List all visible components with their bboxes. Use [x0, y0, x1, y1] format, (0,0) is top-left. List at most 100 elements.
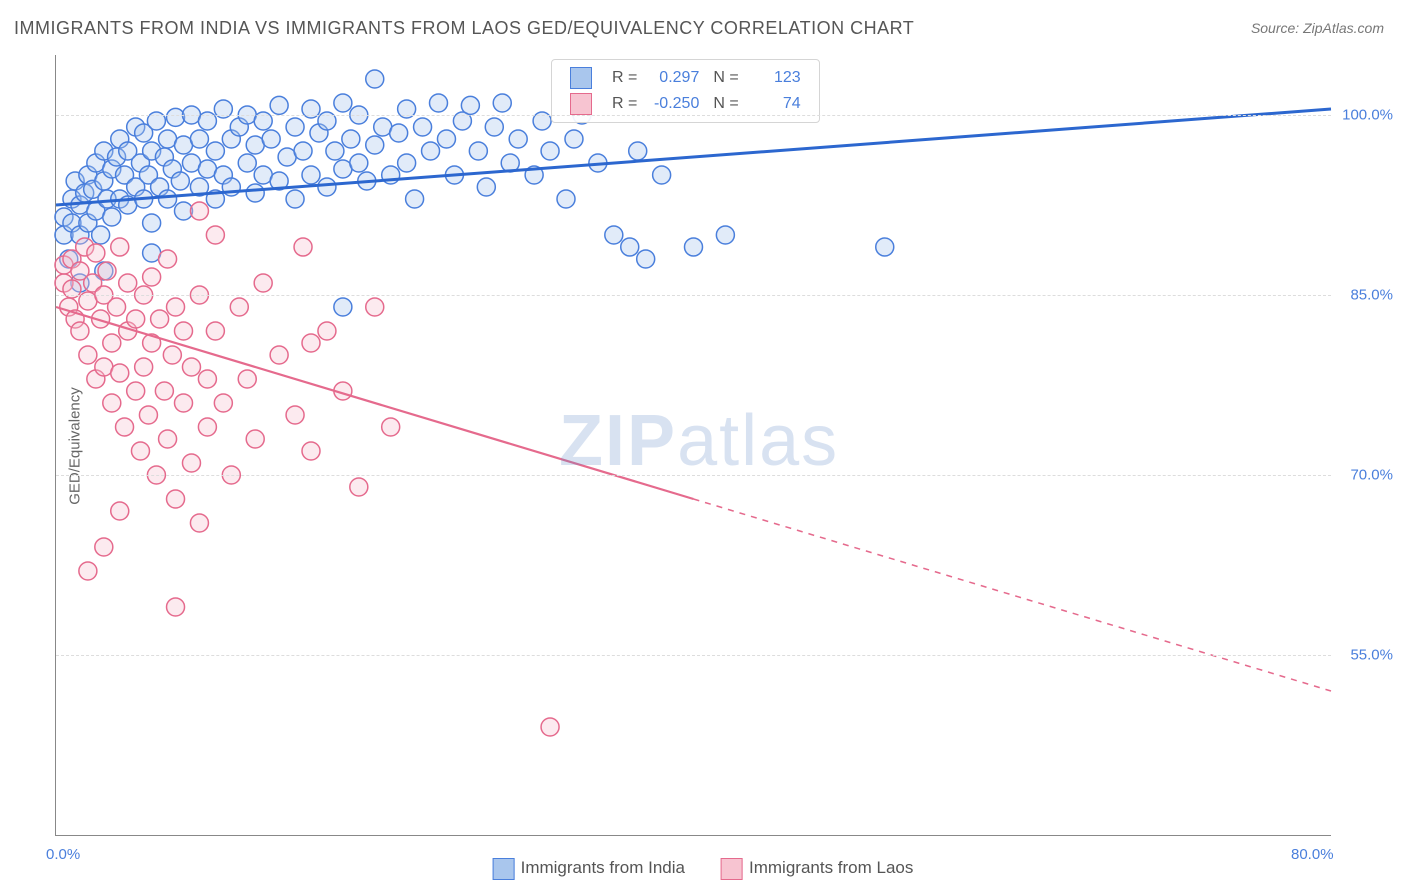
data-point-india: [414, 118, 432, 136]
data-point-india: [270, 96, 288, 114]
gridline: [56, 655, 1331, 656]
data-point-india: [716, 226, 734, 244]
data-point-india: [422, 142, 440, 160]
data-point-india: [557, 190, 575, 208]
chart-title: IMMIGRANTS FROM INDIA VS IMMIGRANTS FROM…: [14, 18, 914, 39]
data-point-india: [541, 142, 559, 160]
data-point-india: [685, 238, 703, 256]
data-point-india: [326, 142, 344, 160]
legend-swatch: [721, 858, 743, 880]
data-point-laos: [159, 430, 177, 448]
data-point-india: [143, 214, 161, 232]
data-point-laos: [143, 268, 161, 286]
data-point-laos: [175, 394, 193, 412]
data-point-laos: [190, 514, 208, 532]
data-point-india: [653, 166, 671, 184]
gridline: [56, 115, 1331, 116]
data-point-laos: [206, 322, 224, 340]
legend-n-label: N =: [707, 66, 744, 90]
data-point-india: [342, 130, 360, 148]
data-point-india: [637, 250, 655, 268]
data-point-laos: [151, 310, 169, 328]
data-point-laos: [270, 346, 288, 364]
legend-swatch: [493, 858, 515, 880]
data-point-laos: [87, 244, 105, 262]
legend-r-value: 0.297: [651, 69, 699, 87]
data-point-india: [477, 178, 495, 196]
data-point-india: [246, 184, 264, 202]
y-tick-label: 85.0%: [1350, 287, 1393, 304]
trend-line-ext-laos: [694, 499, 1332, 691]
plot-area: ZIPatlas R =0.297N =123R =-0.250N =74 55…: [55, 55, 1331, 836]
data-point-india: [302, 166, 320, 184]
data-point-laos: [182, 454, 200, 472]
data-point-india: [469, 142, 487, 160]
data-point-india: [565, 130, 583, 148]
data-point-laos: [318, 322, 336, 340]
legend-item: Immigrants from India: [493, 858, 685, 877]
data-point-india: [334, 94, 352, 112]
data-point-laos: [366, 298, 384, 316]
data-point-laos: [214, 394, 232, 412]
data-point-india: [461, 96, 479, 114]
data-point-laos: [541, 718, 559, 736]
data-point-laos: [246, 430, 264, 448]
legend-stats-row: R =-0.250N =74: [564, 92, 807, 116]
data-point-laos: [190, 202, 208, 220]
legend-item-label: Immigrants from Laos: [749, 858, 913, 877]
data-point-india: [294, 142, 312, 160]
data-point-laos: [79, 346, 97, 364]
legend-n-label: N =: [707, 92, 744, 116]
data-point-laos: [159, 250, 177, 268]
data-point-laos: [254, 274, 272, 292]
legend-stats-row: R = 0.297 N = 123: [564, 66, 807, 90]
data-point-laos: [286, 406, 304, 424]
y-tick-label: 100.0%: [1342, 107, 1393, 124]
data-point-laos: [139, 406, 157, 424]
data-point-laos: [167, 598, 185, 616]
data-point-india: [286, 118, 304, 136]
legend-r-label: R =: [606, 66, 643, 90]
data-point-laos: [79, 562, 97, 580]
data-point-india: [318, 178, 336, 196]
data-point-india: [493, 94, 511, 112]
data-point-laos: [302, 334, 320, 352]
data-point-laos: [382, 418, 400, 436]
plot-svg: [56, 55, 1331, 835]
data-point-laos: [167, 490, 185, 508]
legend-stats-box: R =0.297N =123R =-0.250N =74: [551, 59, 820, 123]
data-point-india: [398, 154, 416, 172]
data-point-india: [437, 130, 455, 148]
legend-bottom: Immigrants from India Immigrants from Lao…: [475, 858, 932, 880]
legend-swatch: [570, 93, 592, 115]
legend-r-value: -0.250: [651, 95, 699, 113]
data-point-laos: [111, 502, 129, 520]
data-point-laos: [95, 538, 113, 556]
y-tick-label: 70.0%: [1350, 467, 1393, 484]
data-point-laos: [71, 322, 89, 340]
legend-n-value: 123: [753, 69, 801, 87]
data-point-india: [876, 238, 894, 256]
data-point-india: [238, 154, 256, 172]
data-point-laos: [103, 394, 121, 412]
data-point-laos: [135, 358, 153, 376]
data-point-laos: [111, 364, 129, 382]
legend-item-label: Immigrants from India: [521, 858, 685, 877]
data-point-laos: [238, 370, 256, 388]
data-point-laos: [167, 298, 185, 316]
data-point-india: [430, 94, 448, 112]
data-point-laos: [108, 298, 126, 316]
data-point-india: [286, 190, 304, 208]
data-point-india: [350, 154, 368, 172]
data-point-laos: [206, 226, 224, 244]
data-point-laos: [131, 442, 149, 460]
data-point-india: [167, 108, 185, 126]
data-point-laos: [294, 238, 312, 256]
data-point-laos: [119, 274, 137, 292]
data-point-india: [334, 298, 352, 316]
data-point-india: [262, 130, 280, 148]
data-point-india: [605, 226, 623, 244]
source-label: Source: ZipAtlas.com: [1251, 20, 1384, 36]
data-point-laos: [127, 310, 145, 328]
data-point-india: [171, 172, 189, 190]
